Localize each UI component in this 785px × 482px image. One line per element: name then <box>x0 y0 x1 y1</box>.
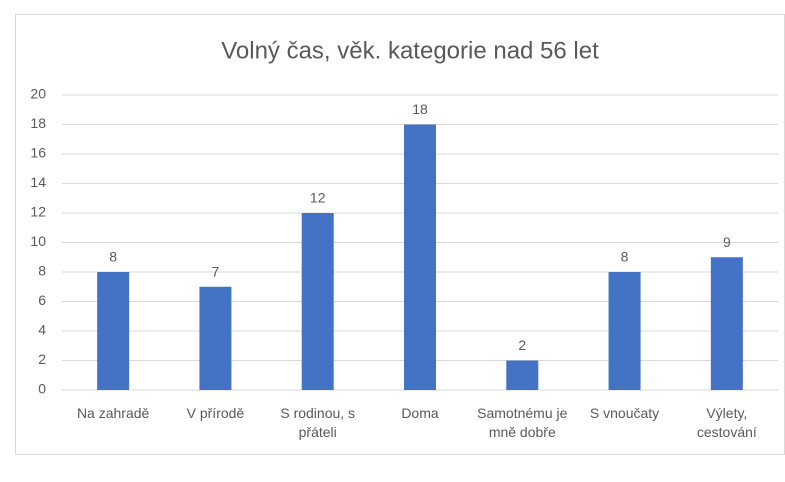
y-tick-label: 8 <box>38 263 46 279</box>
y-tick-label: 12 <box>30 204 46 220</box>
data-label: 12 <box>310 190 326 206</box>
y-tick-label: 20 <box>30 86 46 102</box>
bar <box>97 272 130 390</box>
x-tick-label-box: V přírodě <box>186 405 245 421</box>
bar <box>301 213 334 390</box>
bar <box>506 360 539 390</box>
bar <box>404 124 436 390</box>
y-tick-label: 18 <box>30 115 46 131</box>
y-tick-label: 6 <box>38 292 46 308</box>
bar <box>710 257 743 390</box>
x-tick-label: S rodinou, s přáteli <box>280 405 356 440</box>
bar <box>608 272 641 390</box>
y-tick-label: 10 <box>30 233 46 249</box>
y-tick-label: 16 <box>30 145 46 161</box>
data-label: 7 <box>212 263 220 279</box>
data-label: 8 <box>621 249 629 265</box>
chart-title: Volný čas, věk. kategorie nad 56 let <box>221 37 599 64</box>
data-label: 8 <box>109 249 117 265</box>
bar <box>199 286 232 390</box>
data-label: 2 <box>518 337 526 353</box>
y-tick-label: 14 <box>30 174 46 190</box>
x-tick-label-box: S rodinou, s přáteli <box>280 405 356 440</box>
x-tick-label-box: S vnoučaty <box>589 405 660 421</box>
x-tick-label-box: Samotnému je mně dobře <box>477 405 568 440</box>
data-label: 18 <box>412 101 428 117</box>
x-tick-label: Výlety, cestování <box>696 405 757 440</box>
x-tick-label-box: Doma <box>401 405 439 421</box>
x-tick-label: S vnoučaty <box>589 405 660 421</box>
y-tick-label: 4 <box>38 322 46 338</box>
x-tick-label-box: Výlety, cestování <box>696 405 757 440</box>
y-tick-label: 2 <box>38 351 46 367</box>
data-label: 9 <box>723 234 731 250</box>
x-tick-label: Na zahradě <box>76 405 150 421</box>
x-tick-label-box: Na zahradě <box>76 405 150 421</box>
x-tick-label: Doma <box>401 405 439 421</box>
chart-frame <box>15 14 785 455</box>
x-tick-label: Samotnému je mně dobře <box>477 405 568 440</box>
y-tick-label: 0 <box>38 381 46 397</box>
x-tick-label: V přírodě <box>186 405 245 421</box>
